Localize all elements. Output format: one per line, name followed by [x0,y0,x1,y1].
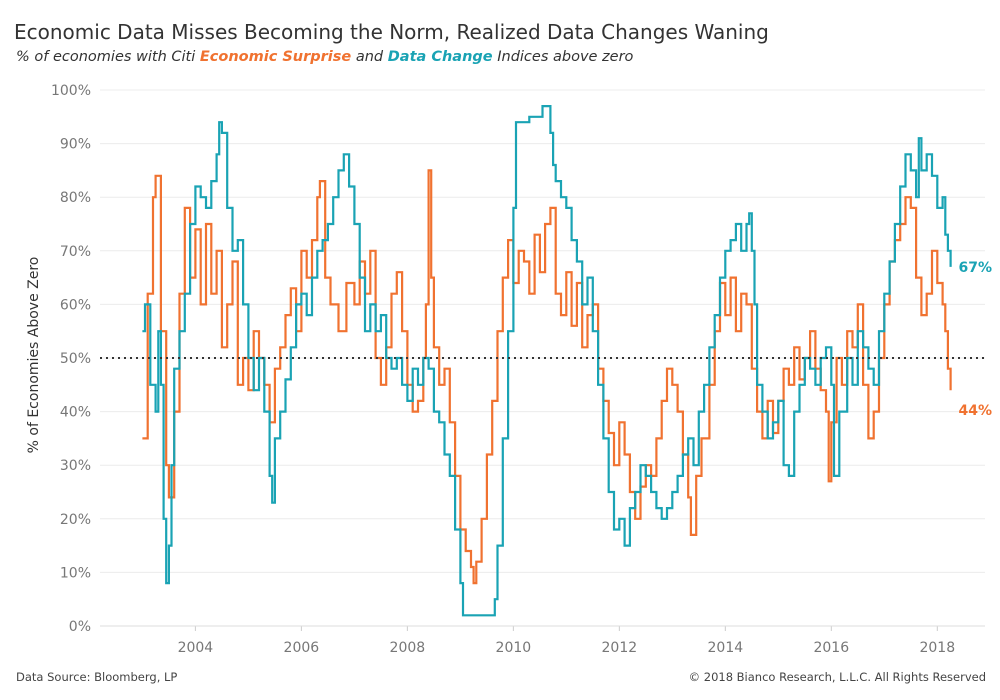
end-label-data-change: 67% [959,260,993,276]
x-tick-label-2006: 2006 [284,640,320,656]
series-lines [142,105,952,617]
y-tick-label-70: 70% [60,244,91,260]
x-tick-label-2018: 2018 [919,640,955,656]
y-tick-label-0: 0% [69,619,91,635]
y-tick-label-100: 100% [51,83,91,99]
y-tick-label-80: 80% [60,190,91,206]
subtitle-mid: and [351,49,388,65]
x-tick-label-2010: 2010 [496,640,532,656]
y-tick-label-30: 30% [60,458,91,474]
subtitle-prefix: % of economies with Citi [16,49,200,65]
y-tick-label-40: 40% [60,405,91,421]
end-label-economic-surprise: 44% [959,403,993,419]
y-tick-label-90: 90% [60,137,91,153]
x-tick-label-2004: 2004 [178,640,214,656]
y-tick-label-50: 50% [60,351,91,367]
y-axis-ticks: 0% 10% 20% 30% 40% 50% 60% 70% 80% 90% 100% [51,83,91,635]
chart-title: Economic Data Misses Becoming the Norm, … [14,20,769,44]
data-source: Data Source: Bloomberg, LP [16,670,178,684]
y-tick-label-20: 20% [60,512,91,528]
x-tick-label-2016: 2016 [813,640,849,656]
copyright: © 2018 Bianco Research, L.L.C. All Right… [688,670,986,684]
y-tick-label-60: 60% [60,297,91,313]
series-line-data-change [142,105,952,617]
x-tick-label-2014: 2014 [708,640,744,656]
subtitle-suffix: Indices above zero [492,49,634,65]
y-tick-label-10: 10% [60,565,91,581]
end-labels: 44% 67% [959,260,993,419]
chart-subtitle: % of economies with Citi Economic Surpri… [16,49,633,65]
x-axis-ticks: 2004 2006 2008 2010 2012 2014 2016 2018 [178,626,955,656]
series-line-economic-surprise [142,169,952,585]
y-axis-label: % of Economies Above Zero [26,257,42,454]
subtitle-data-change: Data Change [387,49,493,65]
x-tick-label-2012: 2012 [602,640,638,656]
subtitle-economic-surprise: Economic Surprise [199,49,352,65]
x-tick-label-2008: 2008 [390,640,426,656]
